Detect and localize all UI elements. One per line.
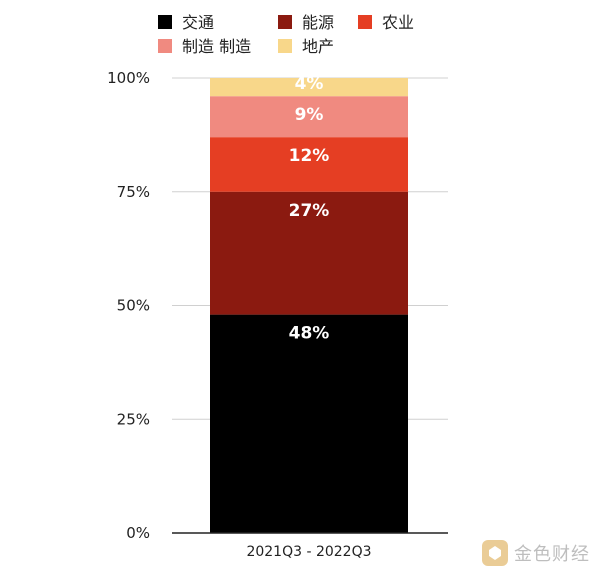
legend-swatch	[158, 15, 172, 29]
bar-segment	[210, 96, 408, 138]
brand-logo-icon	[482, 540, 508, 566]
legend-swatch	[278, 39, 292, 53]
y-tick-label: 100%	[107, 69, 150, 87]
bar-segment	[210, 137, 408, 192]
y-tick-label: 25%	[117, 410, 150, 428]
legend-label: 地产	[302, 37, 334, 56]
data-label: 27%	[289, 201, 330, 221]
legend-swatch	[358, 15, 372, 29]
y-tick-label: 75%	[117, 183, 150, 201]
legend-label: 制造 制造	[182, 37, 251, 56]
bar-segments	[210, 78, 408, 533]
bar-segment	[210, 314, 408, 533]
x-category-label: 2021Q3 - 2022Q3	[246, 544, 371, 560]
y-tick-label: 50%	[117, 297, 150, 315]
watermark: 金色财经	[482, 540, 590, 566]
data-label: 4%	[295, 74, 324, 94]
bar-segment	[210, 78, 408, 97]
watermark-text: 金色财经	[514, 544, 590, 565]
data-label: 9%	[295, 105, 324, 125]
legend-swatch	[278, 15, 292, 29]
y-tick-label: 0%	[126, 524, 150, 542]
legend-label: 农业	[382, 13, 414, 32]
legend-swatch	[158, 39, 172, 53]
bar-segment	[210, 191, 408, 315]
data-label: 48%	[289, 324, 330, 344]
legend-label: 能源	[302, 13, 334, 32]
data-labels: 48% 27% 12% 9% 4%	[289, 74, 330, 344]
x-axis: 2021Q3 - 2022Q3	[172, 532, 448, 560]
y-axis-tick-labels: 0% 25% 50% 75% 100%	[107, 69, 150, 542]
legend-label: 交通	[182, 13, 214, 32]
data-label: 12%	[289, 146, 330, 166]
